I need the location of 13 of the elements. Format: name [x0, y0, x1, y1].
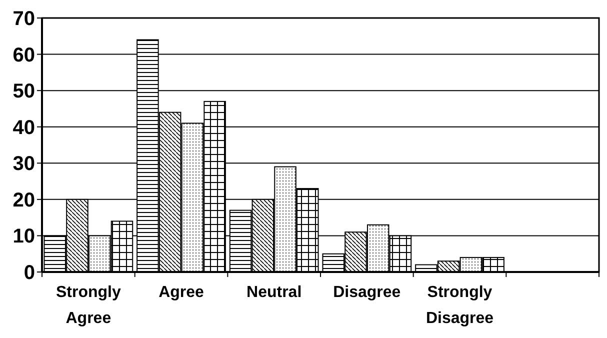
y-tick-label: 10	[12, 226, 35, 248]
y-tick-label: 60	[12, 44, 35, 66]
x-tick-label: Strongly Disagree	[426, 284, 494, 327]
y-tick-label: 50	[12, 80, 35, 103]
x-tick-label: Strongly Agree	[56, 284, 121, 327]
x-tick-label: Agree	[158, 284, 204, 301]
x-tick-label: Neutral	[246, 284, 302, 301]
x-tick-label: Disagree	[333, 284, 401, 301]
y-tick-label: 20	[12, 189, 35, 212]
y-tick-label: 40	[12, 116, 35, 139]
y-tick-label: 70	[12, 8, 35, 30]
y-tick-label: 0	[24, 262, 35, 284]
y-tick-label: 30	[12, 153, 35, 176]
